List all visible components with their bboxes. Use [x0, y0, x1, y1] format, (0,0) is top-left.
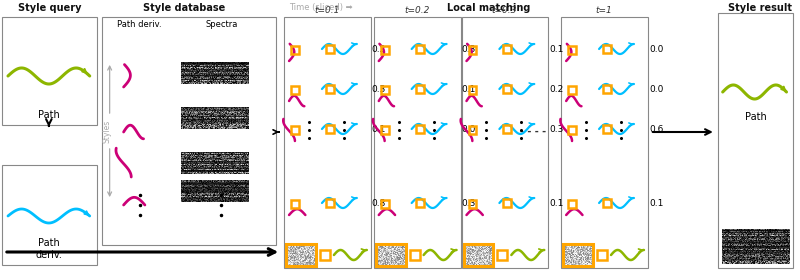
Text: t=0.3: t=0.3 — [492, 6, 517, 15]
Text: 0.3: 0.3 — [462, 199, 476, 207]
Text: 0.6: 0.6 — [649, 125, 663, 134]
Text: t=0.2: t=0.2 — [404, 6, 430, 15]
Bar — [2, 17, 97, 125]
Text: 0.1: 0.1 — [372, 125, 386, 134]
Bar — [326, 85, 334, 93]
Bar — [568, 46, 576, 54]
Text: 0.0: 0.0 — [649, 45, 663, 53]
Bar — [381, 46, 389, 54]
Bar — [568, 126, 576, 134]
Bar — [374, 17, 461, 268]
Bar — [563, 244, 593, 266]
Text: Style database: Style database — [143, 3, 226, 13]
Bar — [503, 85, 511, 93]
Text: Style result: Style result — [727, 3, 791, 13]
Bar — [469, 126, 477, 134]
Bar — [568, 200, 576, 208]
Text: 0.0: 0.0 — [649, 85, 663, 94]
Bar — [2, 165, 97, 265]
Bar — [284, 17, 371, 268]
Text: t=0.1: t=0.1 — [314, 6, 340, 15]
Text: 0.2: 0.2 — [550, 85, 563, 94]
Bar — [416, 199, 424, 207]
Bar — [463, 244, 494, 266]
Text: Path
deriv.: Path deriv. — [35, 238, 62, 260]
Bar — [718, 13, 794, 268]
Bar — [410, 250, 420, 260]
Bar — [291, 126, 299, 134]
Text: 0.3: 0.3 — [372, 85, 386, 94]
Bar — [603, 85, 611, 93]
Bar — [603, 45, 611, 53]
Bar — [603, 199, 611, 207]
Bar — [381, 200, 389, 208]
Text: Spectra: Spectra — [205, 20, 238, 29]
Text: 0.1: 0.1 — [550, 199, 564, 207]
Bar — [597, 250, 607, 260]
Text: Time (sliced) ➡: Time (sliced) ➡ — [289, 3, 353, 12]
Bar — [291, 46, 299, 54]
Bar — [326, 125, 334, 133]
Text: Path: Path — [745, 112, 766, 122]
Bar — [381, 86, 389, 94]
Text: 0.3: 0.3 — [462, 45, 476, 53]
Text: Local matching: Local matching — [446, 3, 530, 13]
Bar — [376, 244, 406, 266]
Bar — [503, 199, 511, 207]
Bar — [102, 17, 276, 245]
Text: - - - -: - - - - — [520, 127, 546, 137]
Text: 0.8: 0.8 — [372, 199, 386, 207]
Bar — [381, 126, 389, 134]
Bar — [469, 46, 477, 54]
Text: 0.3: 0.3 — [550, 125, 564, 134]
Text: Path: Path — [38, 110, 60, 120]
Bar — [291, 86, 299, 94]
Bar — [286, 244, 316, 266]
Bar — [469, 200, 477, 208]
Bar — [469, 86, 477, 94]
Text: t=1: t=1 — [596, 6, 613, 15]
Bar — [562, 17, 648, 268]
Bar — [320, 250, 330, 260]
Bar — [498, 250, 507, 260]
Bar — [326, 45, 334, 53]
Text: 0.0: 0.0 — [462, 125, 476, 134]
Text: Path deriv.: Path deriv. — [118, 20, 162, 29]
Bar — [416, 125, 424, 133]
Bar — [326, 199, 334, 207]
Bar — [603, 125, 611, 133]
Bar — [503, 45, 511, 53]
Bar — [416, 85, 424, 93]
Bar — [416, 45, 424, 53]
Bar — [503, 125, 511, 133]
Text: 0.2: 0.2 — [372, 45, 386, 53]
Text: 0.1: 0.1 — [462, 85, 476, 94]
Bar — [291, 200, 299, 208]
Text: Style query: Style query — [18, 3, 82, 13]
Text: 0.1: 0.1 — [550, 45, 564, 53]
Bar — [568, 86, 576, 94]
Text: 0.1: 0.1 — [649, 199, 663, 207]
Text: Styles: Styles — [102, 119, 111, 143]
Bar — [462, 17, 548, 268]
